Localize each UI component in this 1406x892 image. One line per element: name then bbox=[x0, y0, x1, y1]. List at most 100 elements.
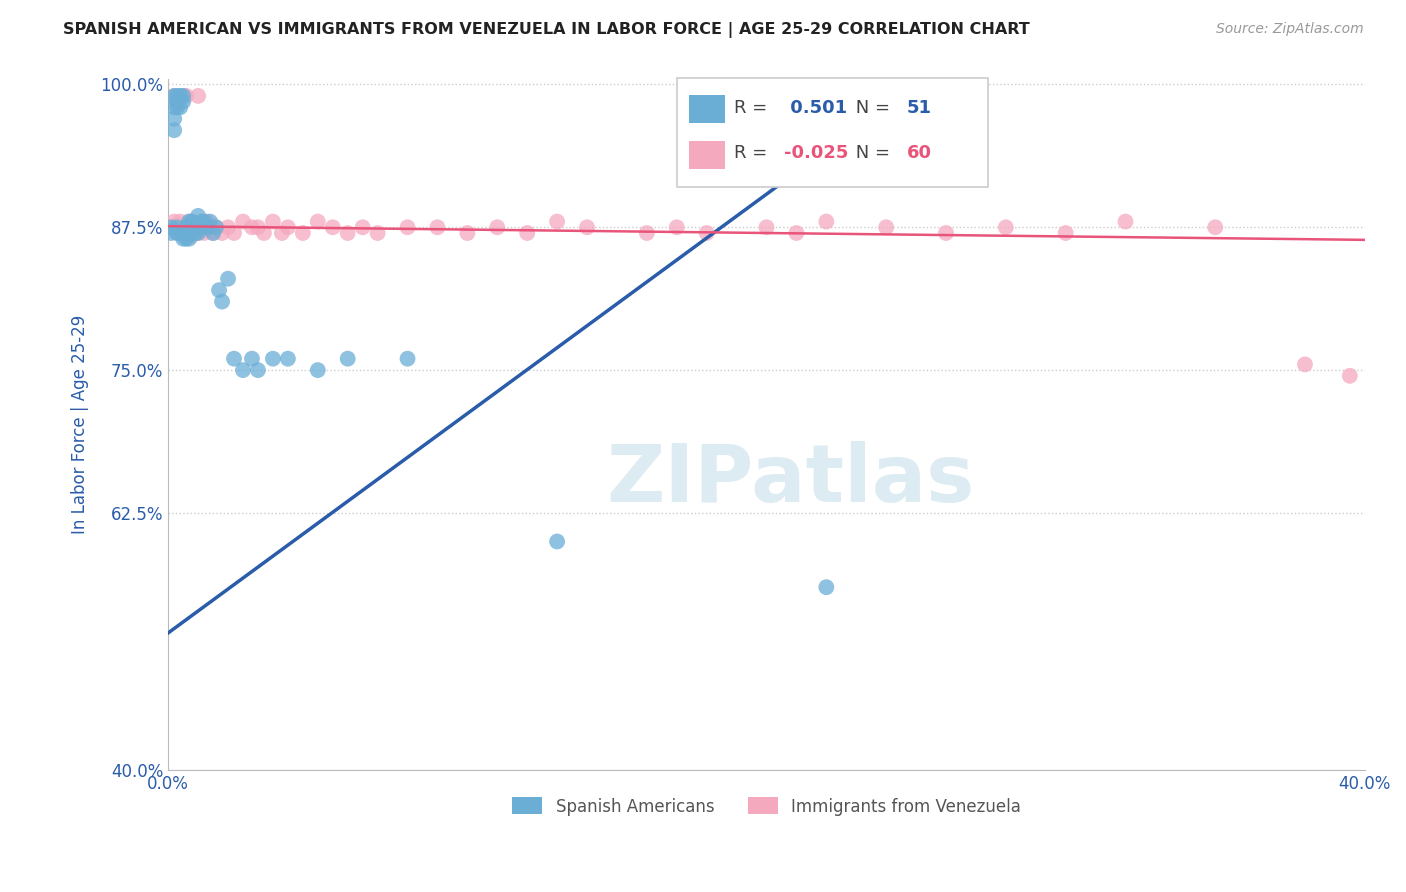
Point bbox=[352, 220, 374, 235]
Point bbox=[1339, 368, 1361, 383]
Point bbox=[187, 89, 209, 103]
Point bbox=[172, 226, 194, 240]
Text: SPANISH AMERICAN VS IMMIGRANTS FROM VENEZUELA IN LABOR FORCE | AGE 25-29 CORRELA: SPANISH AMERICAN VS IMMIGRANTS FROM VENE… bbox=[63, 22, 1031, 38]
Point bbox=[232, 363, 254, 377]
Text: -0.025: -0.025 bbox=[785, 145, 849, 162]
Point bbox=[262, 214, 284, 228]
Point bbox=[163, 89, 186, 103]
Point bbox=[163, 123, 186, 137]
Point bbox=[1054, 226, 1077, 240]
Point bbox=[193, 214, 215, 228]
Point bbox=[193, 226, 215, 240]
Point bbox=[336, 226, 359, 240]
Point bbox=[426, 220, 449, 235]
Point bbox=[253, 226, 276, 240]
Point bbox=[169, 226, 191, 240]
Point bbox=[994, 220, 1017, 235]
Point bbox=[179, 232, 201, 246]
Point bbox=[181, 226, 204, 240]
Point bbox=[516, 226, 538, 240]
Point bbox=[222, 351, 245, 366]
Point bbox=[307, 363, 329, 377]
Point bbox=[163, 112, 186, 126]
Point bbox=[179, 220, 201, 235]
Point bbox=[277, 351, 299, 366]
Point bbox=[576, 220, 599, 235]
FancyBboxPatch shape bbox=[676, 78, 988, 187]
Point bbox=[935, 226, 957, 240]
Point bbox=[1294, 358, 1316, 372]
Point bbox=[875, 220, 897, 235]
Point bbox=[174, 226, 197, 240]
Point bbox=[217, 271, 239, 285]
Point bbox=[174, 220, 197, 235]
Point bbox=[187, 209, 209, 223]
Point bbox=[208, 283, 231, 297]
Point bbox=[755, 220, 778, 235]
Point bbox=[198, 220, 221, 235]
Point bbox=[169, 89, 191, 103]
Point bbox=[172, 89, 194, 103]
Point bbox=[270, 226, 292, 240]
Point bbox=[546, 214, 568, 228]
Point bbox=[246, 220, 269, 235]
Point bbox=[160, 220, 183, 235]
Text: 51: 51 bbox=[907, 99, 932, 117]
Point bbox=[184, 220, 207, 235]
Point bbox=[696, 226, 718, 240]
Point bbox=[172, 226, 194, 240]
Point bbox=[1114, 214, 1136, 228]
Text: Source: ZipAtlas.com: Source: ZipAtlas.com bbox=[1216, 22, 1364, 37]
Point bbox=[163, 100, 186, 114]
Text: ZIPatlas: ZIPatlas bbox=[606, 441, 974, 518]
Point bbox=[336, 351, 359, 366]
Point bbox=[184, 226, 207, 240]
Point bbox=[160, 220, 183, 235]
Point bbox=[190, 214, 212, 228]
Point bbox=[396, 220, 419, 235]
Point bbox=[172, 232, 194, 246]
Point bbox=[163, 214, 186, 228]
Point bbox=[195, 214, 218, 228]
Point bbox=[322, 220, 344, 235]
Text: N =: N = bbox=[851, 99, 896, 117]
Point bbox=[205, 220, 228, 235]
Point bbox=[486, 220, 509, 235]
Point bbox=[174, 226, 197, 240]
Point bbox=[785, 226, 807, 240]
Point bbox=[163, 89, 186, 103]
Point bbox=[202, 226, 225, 240]
Point bbox=[174, 232, 197, 246]
Point bbox=[240, 220, 263, 235]
FancyBboxPatch shape bbox=[689, 141, 724, 169]
Legend: Spanish Americans, Immigrants from Venezuela: Spanish Americans, Immigrants from Venez… bbox=[503, 789, 1029, 824]
Point bbox=[205, 220, 228, 235]
Point bbox=[246, 363, 269, 377]
Point bbox=[181, 220, 204, 235]
Point bbox=[546, 534, 568, 549]
Point bbox=[396, 351, 419, 366]
Point bbox=[815, 214, 838, 228]
Point bbox=[181, 228, 204, 243]
Point bbox=[160, 226, 183, 240]
Point bbox=[202, 226, 225, 240]
Point bbox=[195, 220, 218, 235]
Point bbox=[307, 214, 329, 228]
Text: 0.501: 0.501 bbox=[785, 99, 848, 117]
Point bbox=[636, 226, 658, 240]
Text: R =: R = bbox=[734, 99, 773, 117]
Point bbox=[1204, 220, 1226, 235]
Text: R =: R = bbox=[734, 145, 773, 162]
Point bbox=[184, 220, 207, 235]
Point bbox=[815, 580, 838, 594]
Point bbox=[166, 226, 188, 240]
Point bbox=[172, 95, 194, 109]
Text: N =: N = bbox=[851, 145, 896, 162]
Point bbox=[166, 95, 188, 109]
Point bbox=[174, 89, 197, 103]
Point bbox=[169, 214, 191, 228]
Y-axis label: In Labor Force | Age 25-29: In Labor Force | Age 25-29 bbox=[72, 315, 89, 534]
Point bbox=[367, 226, 389, 240]
Point bbox=[665, 220, 688, 235]
Point bbox=[181, 214, 204, 228]
